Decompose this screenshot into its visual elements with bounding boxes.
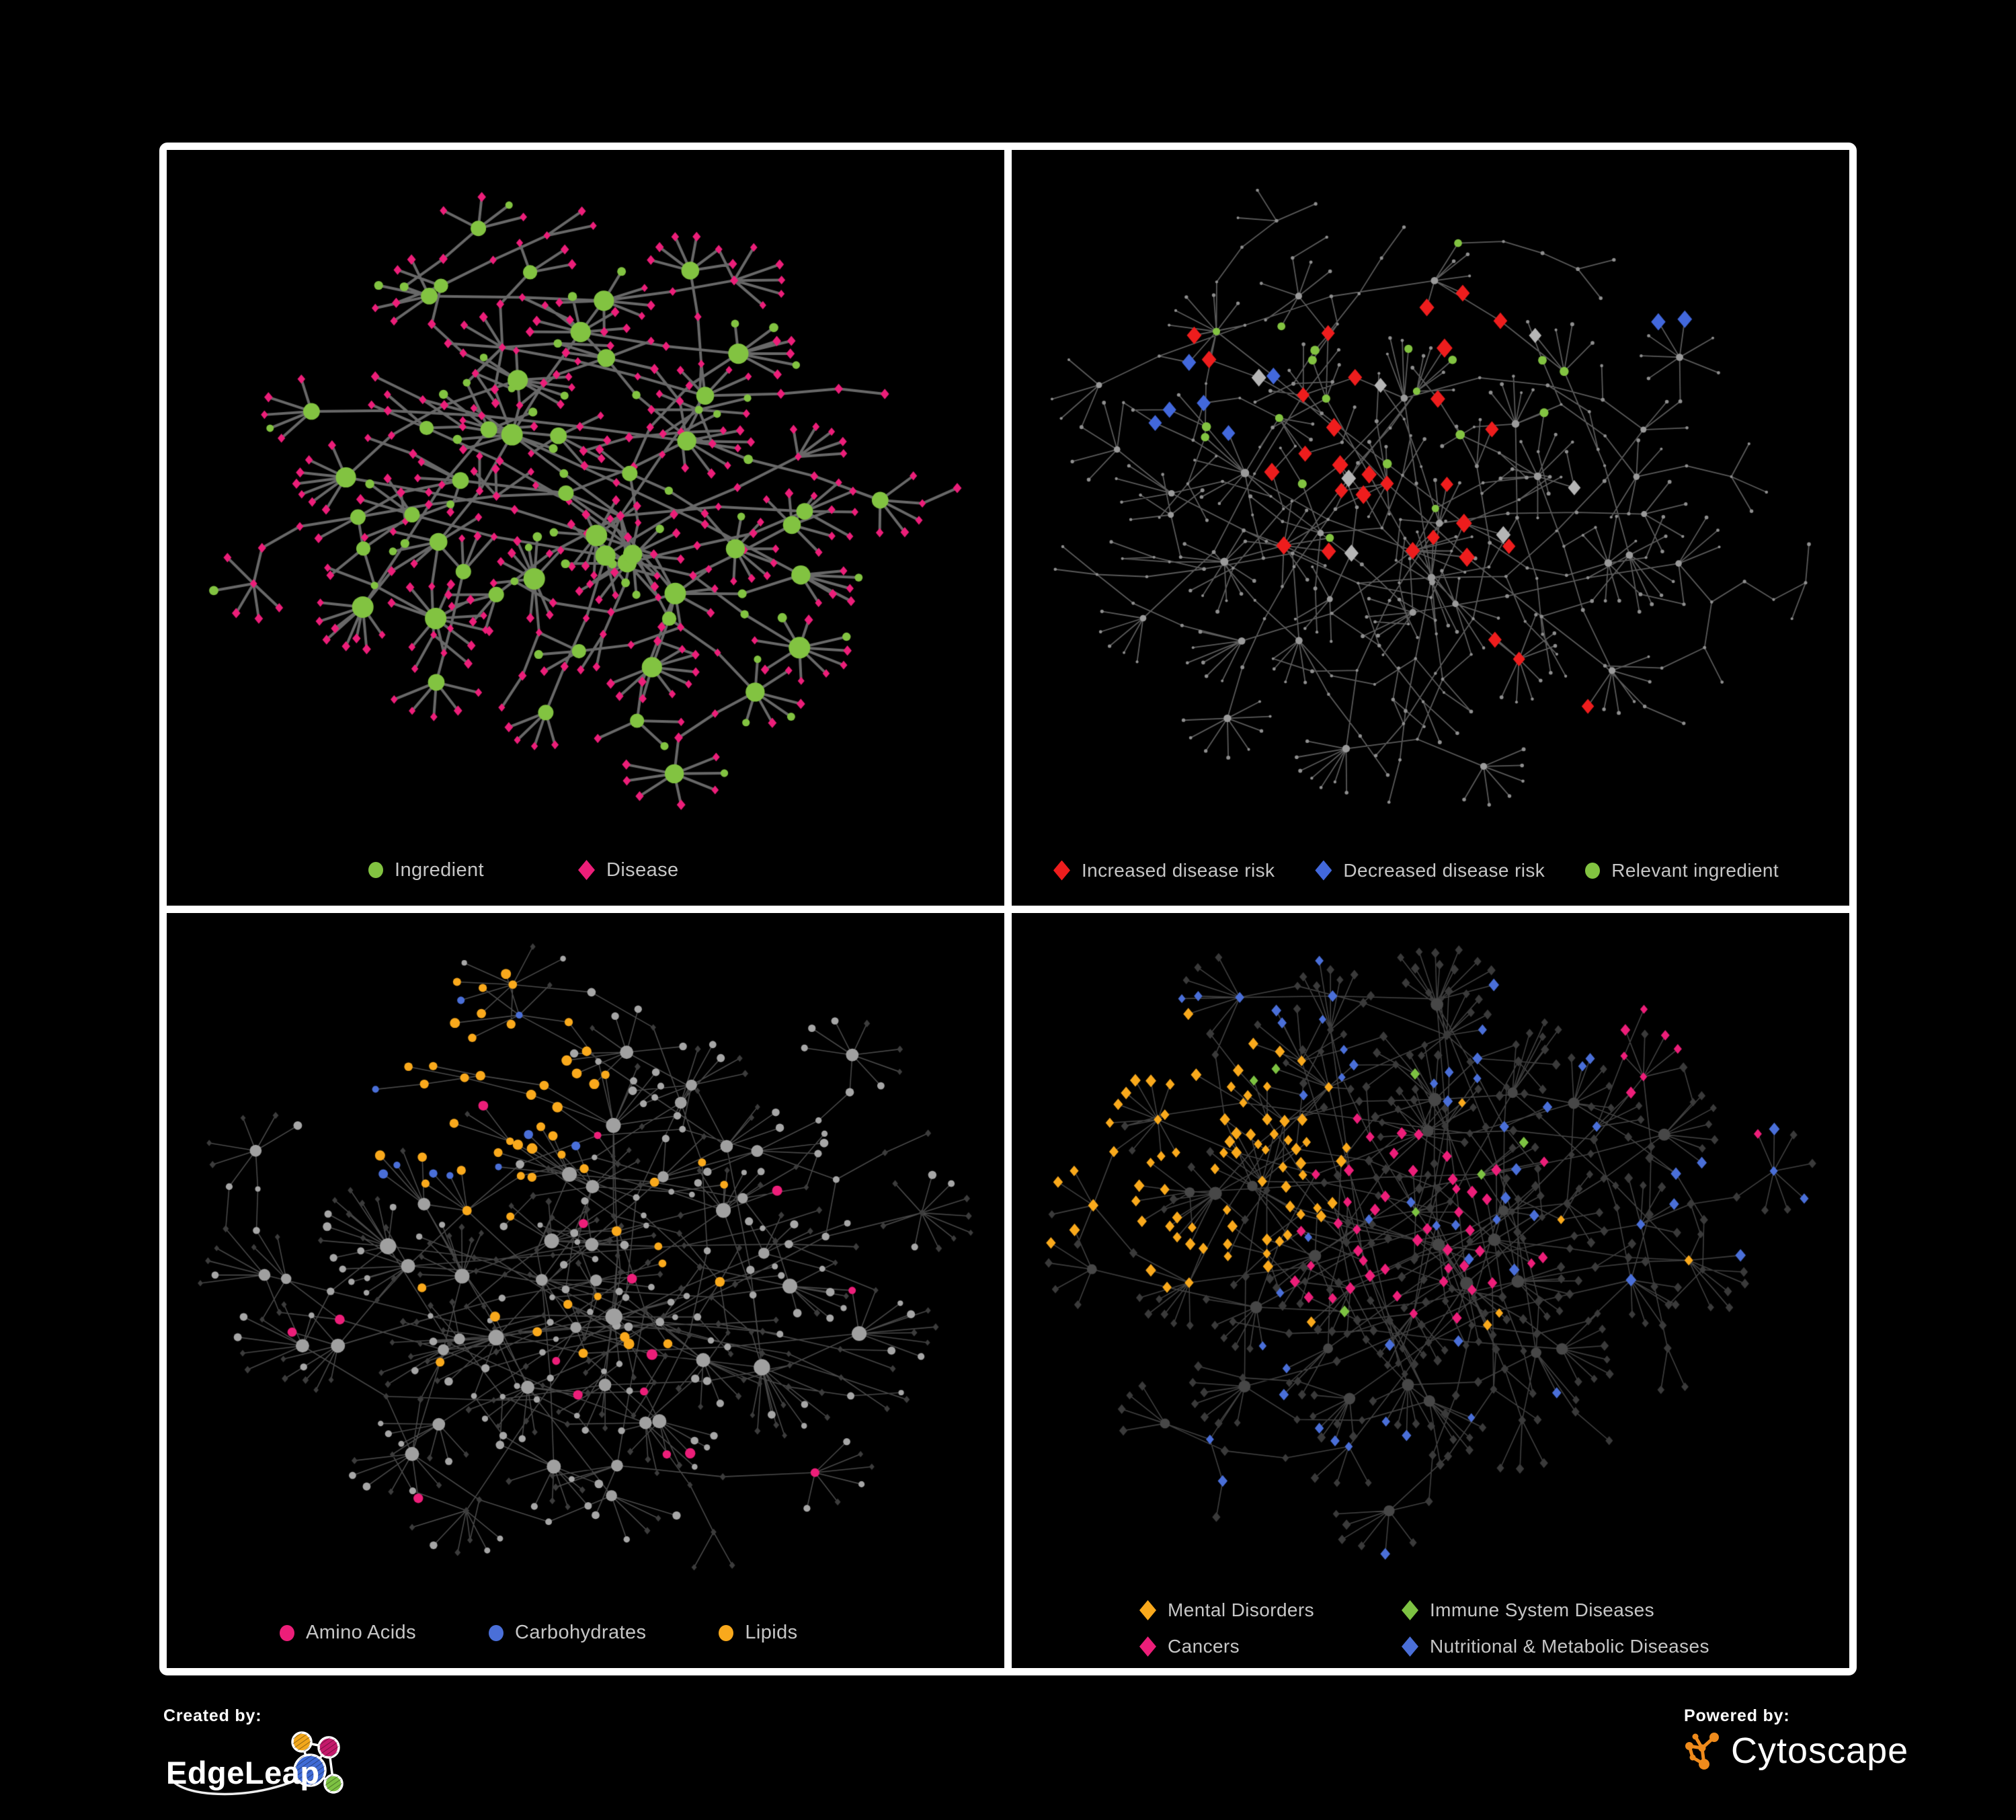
legend-label: Immune System Diseases bbox=[1430, 1599, 1655, 1620]
legend-item: Mental Disorders bbox=[1139, 1599, 1402, 1621]
panel-legend: Ingredient Disease bbox=[167, 859, 1004, 881]
network-canvas-disease-classes bbox=[1012, 912, 1849, 1668]
legend-label: Decreased disease risk bbox=[1343, 859, 1545, 881]
legend-item: Amino Acids bbox=[280, 1622, 416, 1644]
circle-marker-icon bbox=[1585, 862, 1601, 879]
legend-label: Cancers bbox=[1168, 1636, 1240, 1657]
legend-label: Relevant ingredient bbox=[1611, 859, 1779, 881]
legend-item: Nutritional & Metabolic Diseases bbox=[1402, 1636, 1709, 1657]
diamond-marker-icon bbox=[1053, 860, 1070, 881]
panel-disease-classes: Mental Disorders Immune System Diseases Ca… bbox=[1012, 912, 1849, 1668]
edgeleap-logo: EdgeLeap bbox=[166, 1731, 344, 1796]
legend-label: Nutritional & Metabolic Diseases bbox=[1430, 1636, 1709, 1657]
legend-item: Carbohydrates bbox=[488, 1622, 647, 1644]
edgeleap-network-nodes bbox=[291, 1731, 344, 1794]
panel-ingredient-disease: Ingredient Disease bbox=[167, 150, 1004, 906]
network-canvas-disease-risk bbox=[1012, 150, 1849, 906]
panel-disease-risk: Increased disease risk Decreased disease … bbox=[1012, 150, 1849, 906]
legend-label: Ingredient bbox=[395, 859, 484, 881]
legend-label: Lipids bbox=[745, 1622, 798, 1643]
diamond-marker-icon bbox=[1139, 1636, 1156, 1657]
powered-by-label: Powered by: bbox=[1684, 1706, 1790, 1725]
legend-label: Mental Disorders bbox=[1168, 1599, 1315, 1620]
created-by-block: Created by: bbox=[163, 1706, 365, 1815]
panel-grid: Ingredient Disease Increased disease risk… bbox=[159, 143, 1857, 1675]
powered-by-block: Powered by: bbox=[1684, 1706, 1908, 1772]
legend-item: Immune System Diseases bbox=[1402, 1599, 1709, 1621]
cytoscape-brand-text: Cytoscape bbox=[1731, 1731, 1909, 1771]
legend-item: Lipids bbox=[719, 1622, 797, 1644]
circle-marker-icon bbox=[719, 1624, 734, 1641]
cytoscape-logo-icon bbox=[1685, 1733, 1719, 1770]
legend-item: Cancers bbox=[1139, 1636, 1402, 1657]
diamond-marker-icon bbox=[1402, 1636, 1418, 1657]
edgeleap-brand-text: EdgeLeap bbox=[166, 1755, 320, 1790]
network-canvas-nutrient-classes bbox=[167, 912, 1004, 1668]
edgeleap-swoosh bbox=[169, 1766, 320, 1796]
legend-item: Relevant ingredient bbox=[1585, 860, 1779, 881]
legend-item: Ingredient bbox=[368, 859, 484, 881]
diamond-marker-icon bbox=[578, 860, 595, 880]
circle-marker-icon bbox=[488, 1624, 503, 1641]
panel-legend: Mental Disorders Immune System Diseases Ca… bbox=[1012, 1599, 1849, 1657]
panel-legend: Amino Acids Carbohydrates Lipids bbox=[167, 1622, 1004, 1644]
circle-marker-icon bbox=[280, 1624, 294, 1641]
circle-marker-icon bbox=[368, 862, 383, 878]
legend-item: Disease bbox=[578, 859, 679, 881]
network-canvas-ingredient-disease bbox=[167, 150, 1004, 906]
diamond-marker-icon bbox=[1402, 1600, 1418, 1620]
legend-label: Amino Acids bbox=[306, 1622, 416, 1643]
panel-nutrient-classes: Amino Acids Carbohydrates Lipids bbox=[167, 912, 1004, 1668]
legend-label: Carbohydrates bbox=[514, 1622, 647, 1643]
panel-legend: Increased disease risk Decreased disease … bbox=[1012, 860, 1849, 881]
diamond-marker-icon bbox=[1315, 860, 1332, 881]
legend-item: Increased disease risk bbox=[1053, 860, 1275, 881]
legend-label: Disease bbox=[606, 859, 679, 881]
legend-item: Decreased disease risk bbox=[1315, 860, 1545, 881]
legend-label: Increased disease risk bbox=[1082, 859, 1275, 881]
created-by-label: Created by: bbox=[163, 1706, 262, 1725]
diamond-marker-icon bbox=[1139, 1600, 1156, 1620]
